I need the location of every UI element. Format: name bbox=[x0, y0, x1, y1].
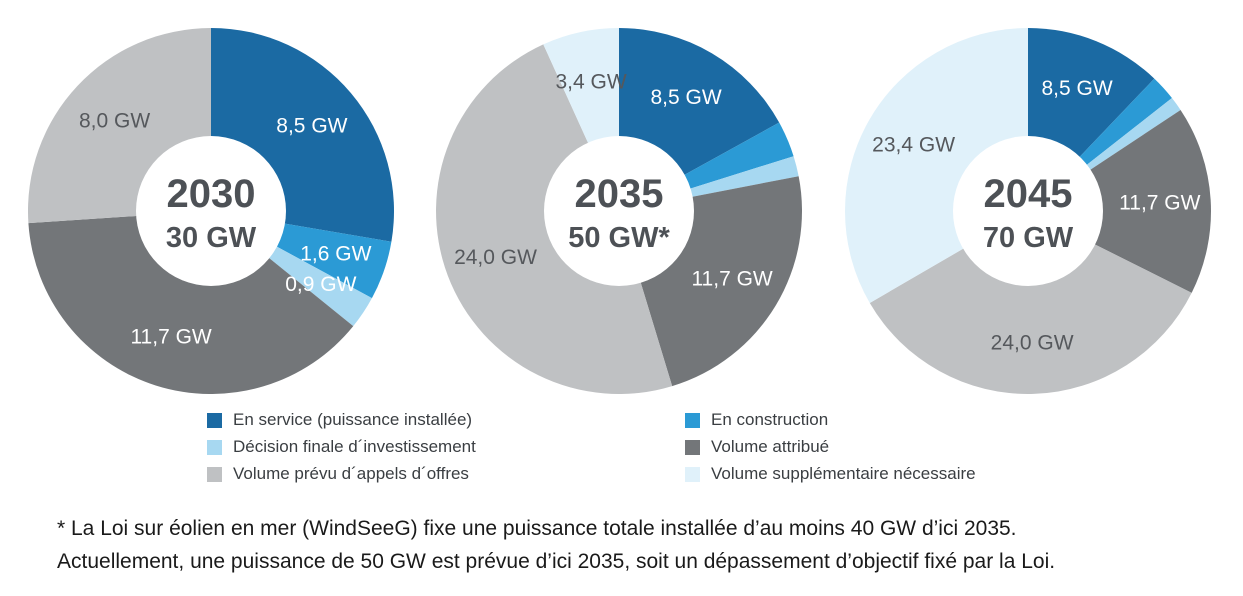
slice-value-label: 24,0 GW bbox=[991, 331, 1074, 354]
legend-label: Volume prévu d´appels d´offres bbox=[233, 464, 469, 483]
donut-hole bbox=[953, 136, 1103, 286]
slice-volume_attribue bbox=[1028, 109, 1211, 293]
slice-volume_prevu bbox=[869, 211, 1192, 394]
slice-value-label: 23,4 GW bbox=[872, 134, 955, 157]
donut-chart-2035: 8,5 GW 11,7 GW 24,0 GW 3,4 GW 2035 50 GW* bbox=[436, 28, 802, 394]
donut-hole bbox=[136, 136, 286, 286]
donut-center-year: 2030 bbox=[167, 172, 256, 216]
legend-item-volume-attribue: Volume attribué bbox=[685, 437, 976, 457]
legend-label: Volume supplémentaire nécessaire bbox=[711, 464, 976, 483]
donut-svg-2035: 8,5 GW 11,7 GW 24,0 GW 3,4 GW 2035 50 GW* bbox=[436, 28, 802, 394]
legend-column-right: En construction Volume attribué Volume s… bbox=[685, 410, 976, 491]
donut-svg-2030: 8,5 GW 1,6 GW 0,9 GW 11,7 GW 8,0 GW 2030 30 GW bbox=[27, 28, 395, 395]
donut-hole bbox=[544, 136, 694, 286]
legend-swatch-en-construction bbox=[685, 412, 700, 428]
footnote: * La Loi sur éolien en mer (WindSeeG) fi… bbox=[57, 512, 1207, 578]
legend-swatch-en-service bbox=[207, 412, 222, 428]
slice-value-label: 1,6 GW bbox=[300, 243, 371, 266]
slice-value-label: 11,7 GW bbox=[691, 268, 772, 291]
slice-value-label: 0,9 GW bbox=[285, 273, 356, 296]
donut-center-year: 2035 bbox=[575, 172, 664, 216]
legend-label: En construction bbox=[711, 410, 829, 429]
legend-label: Volume attribué bbox=[711, 437, 830, 456]
slice-value-label: 8,5 GW bbox=[651, 86, 722, 109]
donut-svg-2045: 8,5 GW 11,7 GW 24,0 GW 23,4 GW 2045 70 GW bbox=[845, 28, 1211, 394]
legend-item-decision-finale: Décision finale d´investissement bbox=[207, 437, 476, 457]
slice-value-label: 8,0 GW bbox=[79, 109, 150, 132]
legend-swatch-volume-attribue bbox=[685, 439, 700, 455]
legend-label: En service (puissance installée) bbox=[233, 410, 473, 429]
footnote-line-2: Actuellement, une puissance de 50 GW est… bbox=[57, 550, 1056, 573]
donut-chart-2045: 8,5 GW 11,7 GW 24,0 GW 23,4 GW 2045 70 GW bbox=[845, 28, 1211, 394]
legend-label: Décision finale d´investissement bbox=[233, 437, 476, 456]
slice-value-label: 8,5 GW bbox=[1042, 77, 1113, 100]
legend-item-volume-prevu: Volume prévu d´appels d´offres bbox=[207, 464, 476, 484]
legend-item-en-service: En service (puissance installée) bbox=[207, 410, 476, 430]
legend-item-volume-supplementaire: Volume supplémentaire nécessaire bbox=[685, 464, 976, 484]
legend-swatch-decision-finale bbox=[207, 439, 222, 455]
slice-volume_attribue bbox=[28, 211, 354, 395]
donut-center-total: 70 GW bbox=[983, 222, 1074, 254]
slice-value-label: 24,0 GW bbox=[454, 246, 537, 269]
slice-value-label: 8,5 GW bbox=[276, 114, 347, 137]
legend-swatch-volume-supplementaire bbox=[685, 466, 700, 482]
footnote-line-1: * La Loi sur éolien en mer (WindSeeG) fi… bbox=[57, 517, 1017, 540]
slice-value-label: 11,7 GW bbox=[1119, 192, 1200, 215]
donut-center-year: 2045 bbox=[984, 172, 1073, 216]
donut-center-total: 50 GW* bbox=[568, 222, 670, 254]
slice-value-label: 3,4 GW bbox=[556, 71, 627, 94]
legend-column-left: En service (puissance installée) Décisio… bbox=[207, 410, 476, 491]
slice-value-label: 11,7 GW bbox=[130, 325, 211, 348]
donut-center-total: 30 GW bbox=[166, 222, 257, 254]
legend-swatch-volume-prevu bbox=[207, 466, 222, 482]
donut-chart-2030: 8,5 GW 1,6 GW 0,9 GW 11,7 GW 8,0 GW 2030 30 GW bbox=[27, 28, 395, 395]
legend-item-en-construction: En construction bbox=[685, 410, 976, 430]
